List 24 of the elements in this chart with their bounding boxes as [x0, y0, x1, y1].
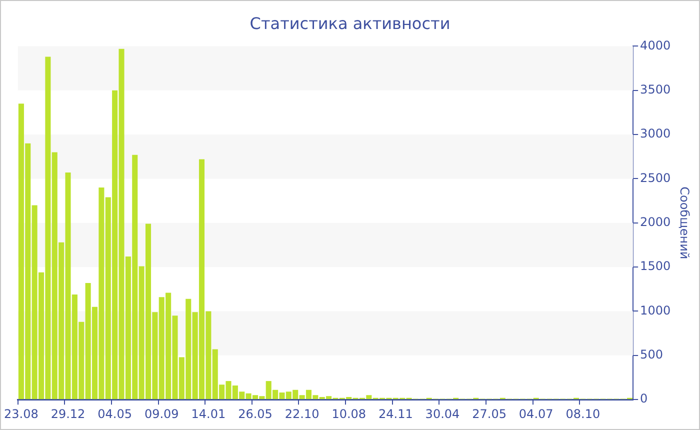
x-tick-label: 04.07	[518, 406, 554, 421]
x-tick-label: 23.08	[4, 406, 38, 421]
y-tick-label: 1000	[640, 303, 671, 318]
y-axis-title: Сообщений	[678, 186, 692, 260]
x-tick-label: 22.10	[284, 406, 320, 421]
x-tick-label: 14.01	[191, 406, 226, 421]
y-tick-label: 2500	[640, 170, 671, 185]
x-tick-label: 10.08	[332, 406, 366, 421]
x-tick-label: 30.04	[425, 406, 460, 421]
x-tick-label: 09.09	[144, 406, 179, 421]
x-tick-label: 29.12	[50, 406, 86, 421]
x-tick-label: 04.05	[98, 406, 132, 421]
x-tick-label: 08.10	[566, 406, 600, 421]
x-tick-label: 27.05	[472, 406, 506, 421]
y-tick-label: 3500	[640, 82, 671, 96]
y-tick-label: 1500	[640, 259, 671, 274]
x-tick-label: 24.11	[378, 406, 413, 421]
y-tick-label: 0	[640, 392, 648, 406]
y-tick-label: 4000	[640, 38, 671, 52]
x-tick-label: 26.05	[238, 406, 272, 421]
chart-title: Статистика активности	[250, 14, 450, 33]
y-tick-label: 500	[640, 348, 663, 362]
y-tick-label: 3000	[640, 126, 671, 141]
y-tick-label: 2000	[640, 215, 671, 230]
